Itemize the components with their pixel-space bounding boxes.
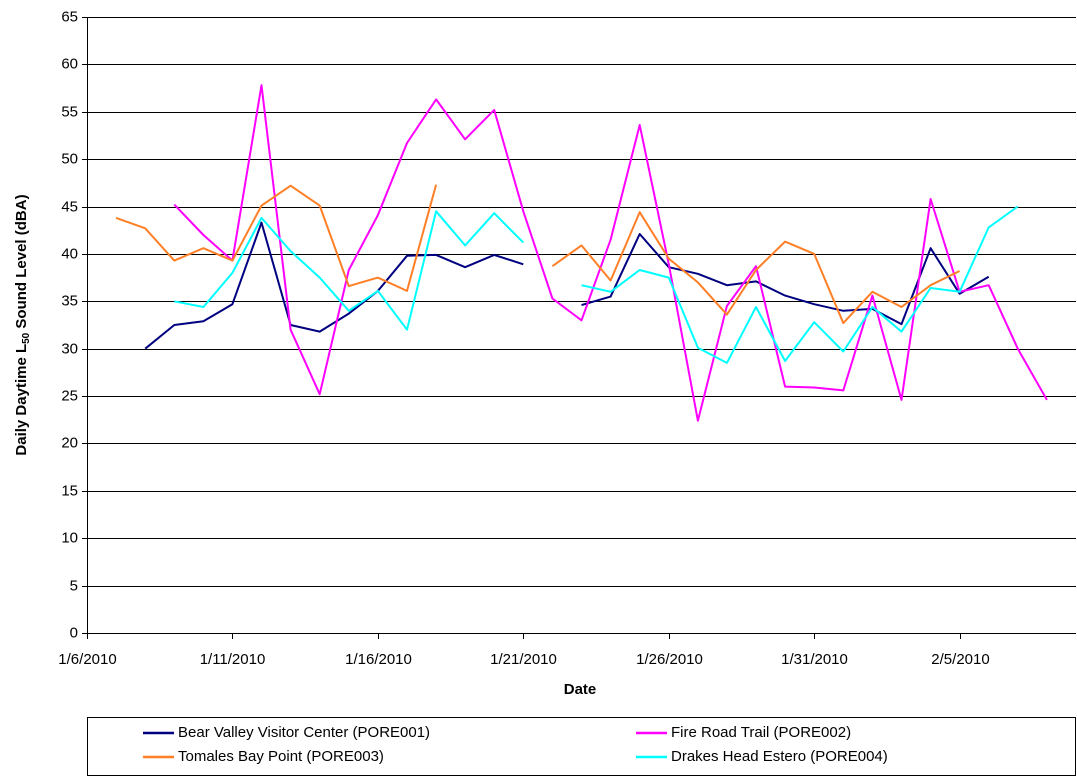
y-label-part: Daily Daytime L — [13, 344, 30, 456]
legend-label: Fire Road Trail (PORE002) — [671, 724, 851, 741]
y-tick-label: 60 — [61, 55, 78, 72]
x-tick-label: 1/6/2010 — [58, 651, 116, 668]
legend-label: Tomales Bay Point (PORE003) — [178, 748, 384, 765]
series-line — [115, 184, 961, 325]
y-tick-label: 35 — [61, 292, 78, 309]
y-tick-label: 15 — [61, 482, 78, 499]
legend-box — [87, 717, 1076, 776]
series-line — [173, 84, 1048, 422]
y-tick-label: 20 — [61, 434, 78, 451]
y-tick-label: 65 — [61, 8, 78, 25]
legend-label: Bear Valley Visitor Center (PORE001) — [178, 724, 430, 741]
x-tick-label: 1/11/2010 — [200, 651, 266, 668]
y-tick-label: 45 — [61, 198, 78, 215]
x-axis-label: Date — [564, 681, 597, 698]
y-tick-label: 30 — [61, 340, 78, 357]
x-tick-label: 1/16/2010 — [345, 651, 412, 668]
x-tick-label: 1/31/2010 — [781, 651, 848, 668]
y-tick-label: 55 — [61, 103, 78, 120]
y-tick-label: 40 — [61, 245, 78, 262]
legend-label: Drakes Head Estero (PORE004) — [671, 748, 888, 765]
y-label-part: Sound Level (dBA) — [13, 194, 30, 332]
y-tick-label: 5 — [70, 577, 78, 594]
x-tick-label: 1/21/2010 — [490, 651, 557, 668]
y-axis-label: Daily Daytime L50 Sound Level (dBA) — [13, 194, 32, 455]
y-tick-label: 0 — [70, 624, 78, 641]
y-tick-label: 50 — [61, 150, 78, 167]
y-label-sub: 50 — [21, 332, 32, 344]
x-tick-label: 2/5/2010 — [931, 651, 989, 668]
series-line — [144, 221, 990, 350]
x-tick-label: 1/26/2010 — [636, 651, 703, 668]
series-line — [174, 205, 1019, 364]
y-tick-label: 25 — [61, 387, 78, 404]
y-tick-label: 10 — [61, 529, 78, 546]
